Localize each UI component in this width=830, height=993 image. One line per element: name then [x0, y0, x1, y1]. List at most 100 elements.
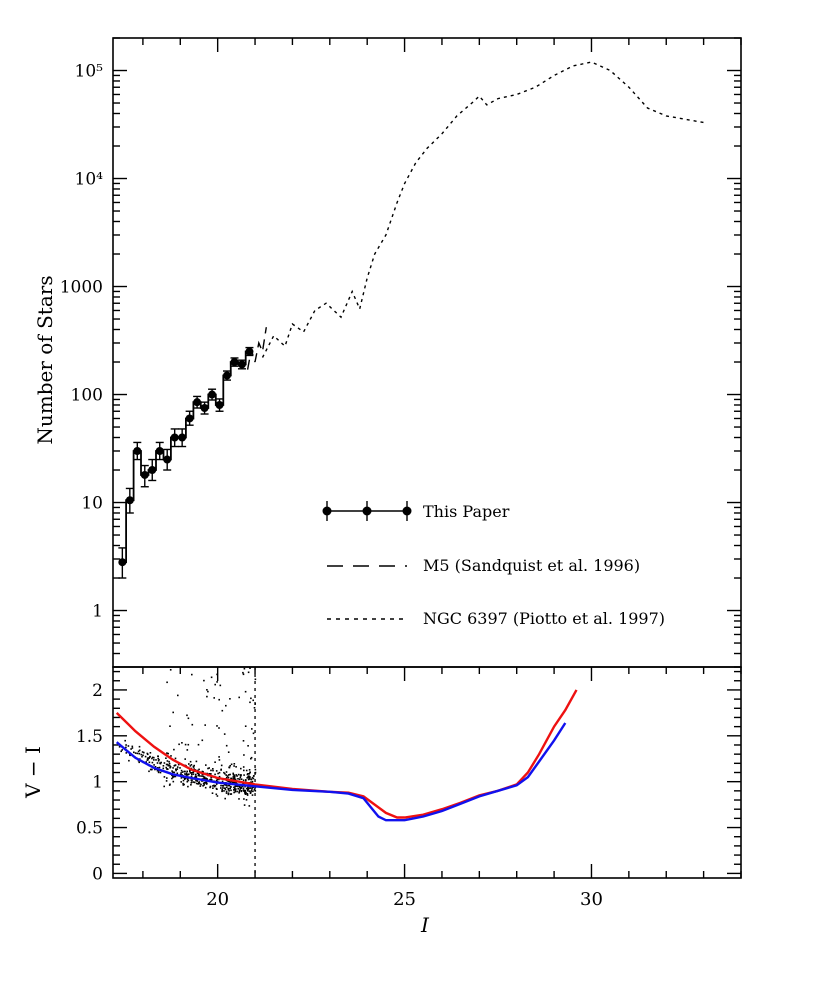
cmd-point	[128, 759, 130, 762]
cmd-point	[201, 780, 203, 782]
cmd-point	[192, 773, 195, 775]
top-y-axis-label: Number of Stars	[33, 275, 57, 444]
cmd-point	[209, 786, 211, 789]
cmd-point	[149, 756, 151, 758]
cmd-point	[203, 784, 205, 786]
cmd-point	[239, 776, 242, 779]
cmd-point	[251, 776, 254, 779]
cmd-point	[224, 797, 226, 800]
cmd-point	[193, 764, 195, 767]
cmd-point	[225, 771, 228, 773]
cmd-point	[205, 783, 208, 785]
cmd-point	[225, 786, 228, 788]
cmd-point	[219, 684, 222, 687]
cmd-point	[254, 678, 257, 681]
cmd-point	[248, 805, 251, 807]
cmd-point	[248, 778, 251, 780]
cmd-point	[190, 772, 193, 774]
cmd-point	[207, 690, 209, 693]
y-tick-label: 1000	[60, 278, 103, 298]
cmd-point	[150, 768, 153, 771]
cmd-point	[156, 762, 159, 764]
cmd-point	[178, 743, 180, 746]
y-tick-label: 0	[92, 864, 103, 884]
cmd-point	[168, 760, 170, 763]
cmd-point	[239, 788, 241, 790]
cmd-point	[195, 773, 197, 776]
this-paper-point	[230, 358, 239, 367]
cmd-point	[187, 743, 190, 746]
cmd-point	[202, 785, 204, 787]
cmd-point	[140, 753, 143, 756]
cmd-point	[172, 780, 175, 783]
cmd-point	[191, 673, 193, 676]
cmd-point	[220, 764, 223, 767]
cmd-point	[151, 757, 153, 760]
legend-item-m5: M5 (Sandquist et al. 1996)	[327, 556, 640, 575]
this-paper-point	[208, 390, 217, 399]
cmd-point	[247, 773, 249, 775]
cmd-point	[171, 777, 173, 780]
cmd-point	[246, 787, 249, 789]
cmd-point	[186, 780, 189, 783]
cmd-point	[182, 782, 184, 785]
cmd-point	[166, 777, 168, 779]
cmd-point	[233, 791, 235, 794]
cmd-point	[223, 787, 226, 789]
cmd-point	[141, 755, 143, 758]
cmd-point	[166, 681, 168, 684]
cmd-point	[186, 778, 189, 781]
this-paper-point	[133, 446, 142, 455]
cmd-point	[210, 769, 212, 772]
cmd-point	[216, 673, 218, 676]
cmd-point	[235, 788, 237, 790]
cmd-point	[165, 766, 167, 769]
cmd-point	[174, 764, 177, 766]
cmd-point	[209, 785, 212, 788]
cmd-point	[232, 776, 235, 778]
cmd-point	[189, 770, 191, 773]
cmd-point	[227, 784, 229, 787]
cmd-point	[225, 784, 227, 786]
y-tick-label: 0.5	[76, 819, 103, 839]
cmd-point	[118, 746, 121, 748]
this-paper-point	[223, 371, 232, 380]
cmd-point	[213, 784, 215, 787]
cmd-point	[227, 793, 230, 796]
cmd-point	[172, 776, 174, 779]
cmd-point	[207, 767, 209, 770]
cmd-point	[245, 791, 247, 794]
cmd-point	[187, 785, 189, 788]
cmd-point	[137, 750, 140, 753]
cmd-point	[238, 696, 240, 699]
cmd-point	[147, 753, 149, 756]
cmd-point	[216, 681, 218, 683]
cmd-point	[174, 775, 177, 778]
legend-item-ngc6397: NGC 6397 (Piotto et al. 1997)	[327, 609, 665, 628]
cmd-point	[212, 768, 214, 770]
this-paper-histogram	[118, 350, 254, 564]
cmd-point	[240, 775, 242, 777]
cmd-point	[201, 739, 204, 742]
cmd-point	[223, 790, 225, 792]
cmd-point	[148, 770, 150, 773]
cmd-point	[237, 787, 239, 790]
cmd-point	[189, 765, 192, 767]
cmd-point	[181, 771, 184, 773]
cmd-point	[154, 766, 157, 768]
cmd-point	[234, 790, 237, 793]
bottom-y-tick-labels: 0 0.5 1 1.5 2	[76, 681, 103, 884]
cmd-point	[185, 772, 188, 774]
cmd-point	[225, 704, 227, 707]
cmd-point	[218, 756, 220, 758]
cmd-point	[232, 778, 235, 780]
cmd-point	[193, 781, 196, 784]
cmd-point	[159, 762, 161, 764]
cmd-point	[227, 751, 230, 753]
cmd-point	[129, 754, 131, 757]
this-paper-point	[200, 404, 209, 413]
cmd-point	[205, 781, 208, 784]
cmd-point	[153, 764, 155, 766]
cmd-point	[234, 775, 236, 778]
cmd-point	[176, 768, 179, 770]
